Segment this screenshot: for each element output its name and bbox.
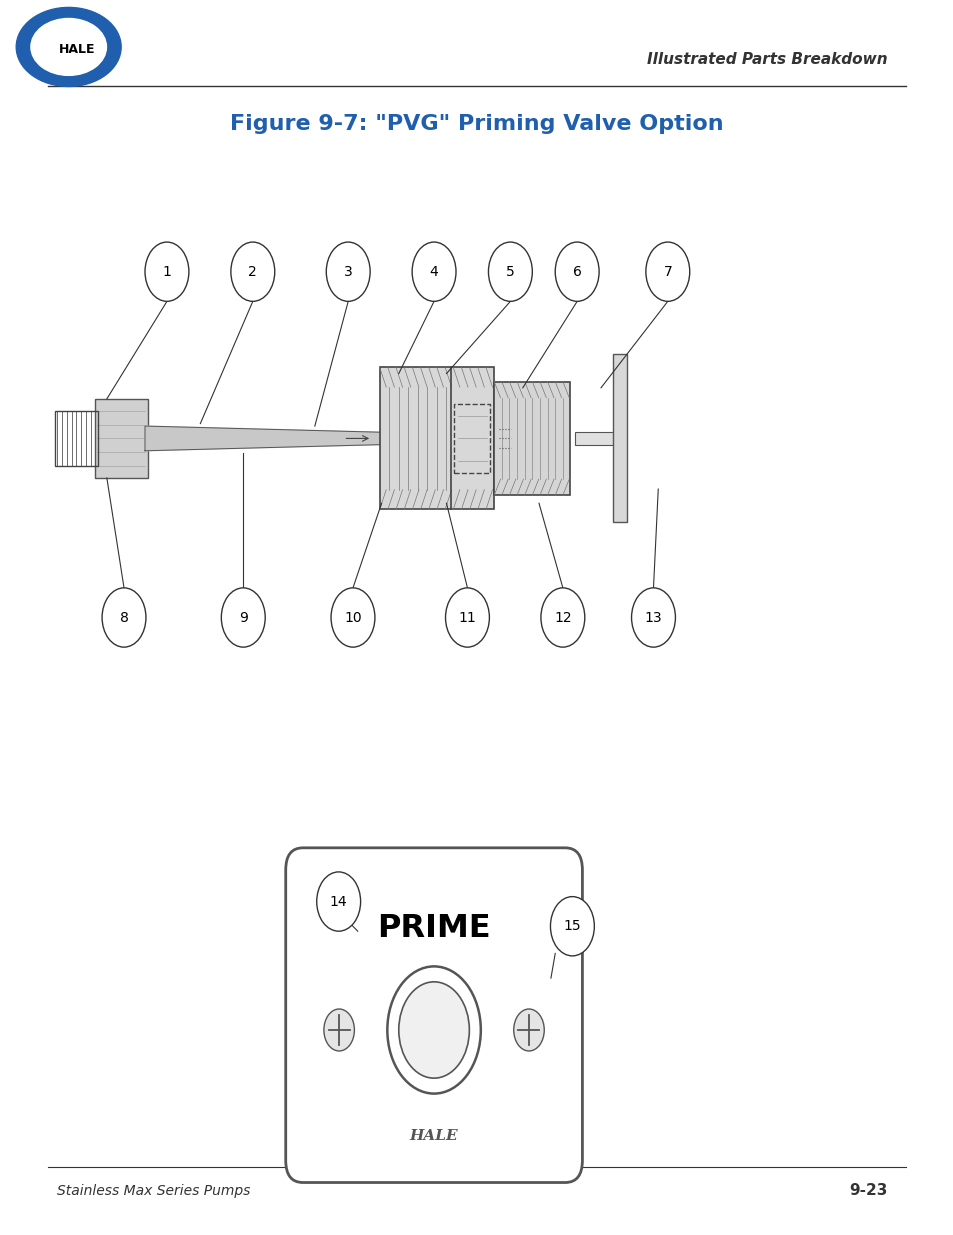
Text: PRIME: PRIME — [376, 913, 491, 945]
Ellipse shape — [445, 588, 489, 647]
Text: Illustrated Parts Breakdown: Illustrated Parts Breakdown — [646, 52, 886, 67]
Ellipse shape — [145, 242, 189, 301]
Text: 1: 1 — [162, 264, 172, 279]
Text: 9-23: 9-23 — [848, 1183, 886, 1198]
Ellipse shape — [323, 1009, 354, 1051]
Text: 8: 8 — [119, 610, 129, 625]
Text: 4: 4 — [429, 264, 438, 279]
Text: HALE: HALE — [410, 1129, 457, 1144]
FancyBboxPatch shape — [95, 399, 148, 478]
Ellipse shape — [513, 1009, 543, 1051]
Text: 6: 6 — [572, 264, 581, 279]
Ellipse shape — [555, 242, 598, 301]
Ellipse shape — [540, 588, 584, 647]
Ellipse shape — [331, 588, 375, 647]
Polygon shape — [145, 426, 381, 451]
Ellipse shape — [231, 242, 274, 301]
Text: HALE: HALE — [59, 43, 95, 56]
FancyBboxPatch shape — [575, 432, 615, 445]
Text: 12: 12 — [554, 610, 571, 625]
Text: 5: 5 — [505, 264, 515, 279]
FancyBboxPatch shape — [286, 848, 581, 1183]
Text: 15: 15 — [563, 919, 580, 934]
Text: 3: 3 — [343, 264, 353, 279]
Ellipse shape — [30, 19, 107, 75]
Text: 10: 10 — [344, 610, 361, 625]
Ellipse shape — [16, 7, 121, 86]
Text: 14: 14 — [330, 894, 347, 909]
FancyBboxPatch shape — [494, 382, 570, 495]
Text: 13: 13 — [644, 610, 661, 625]
Ellipse shape — [645, 242, 689, 301]
Ellipse shape — [221, 588, 265, 647]
Ellipse shape — [631, 588, 675, 647]
Text: 9: 9 — [238, 610, 248, 625]
Ellipse shape — [316, 872, 360, 931]
Text: 7: 7 — [662, 264, 672, 279]
Text: 2: 2 — [248, 264, 257, 279]
Text: Stainless Max Series Pumps: Stainless Max Series Pumps — [57, 1183, 251, 1198]
Ellipse shape — [398, 982, 469, 1078]
Ellipse shape — [550, 897, 594, 956]
FancyBboxPatch shape — [379, 368, 494, 509]
Ellipse shape — [326, 242, 370, 301]
FancyBboxPatch shape — [613, 354, 626, 522]
Ellipse shape — [412, 242, 456, 301]
Text: 11: 11 — [458, 610, 476, 625]
Text: Figure 9-7: "PVG" Priming Valve Option: Figure 9-7: "PVG" Priming Valve Option — [230, 114, 723, 133]
Ellipse shape — [488, 242, 532, 301]
Ellipse shape — [102, 588, 146, 647]
